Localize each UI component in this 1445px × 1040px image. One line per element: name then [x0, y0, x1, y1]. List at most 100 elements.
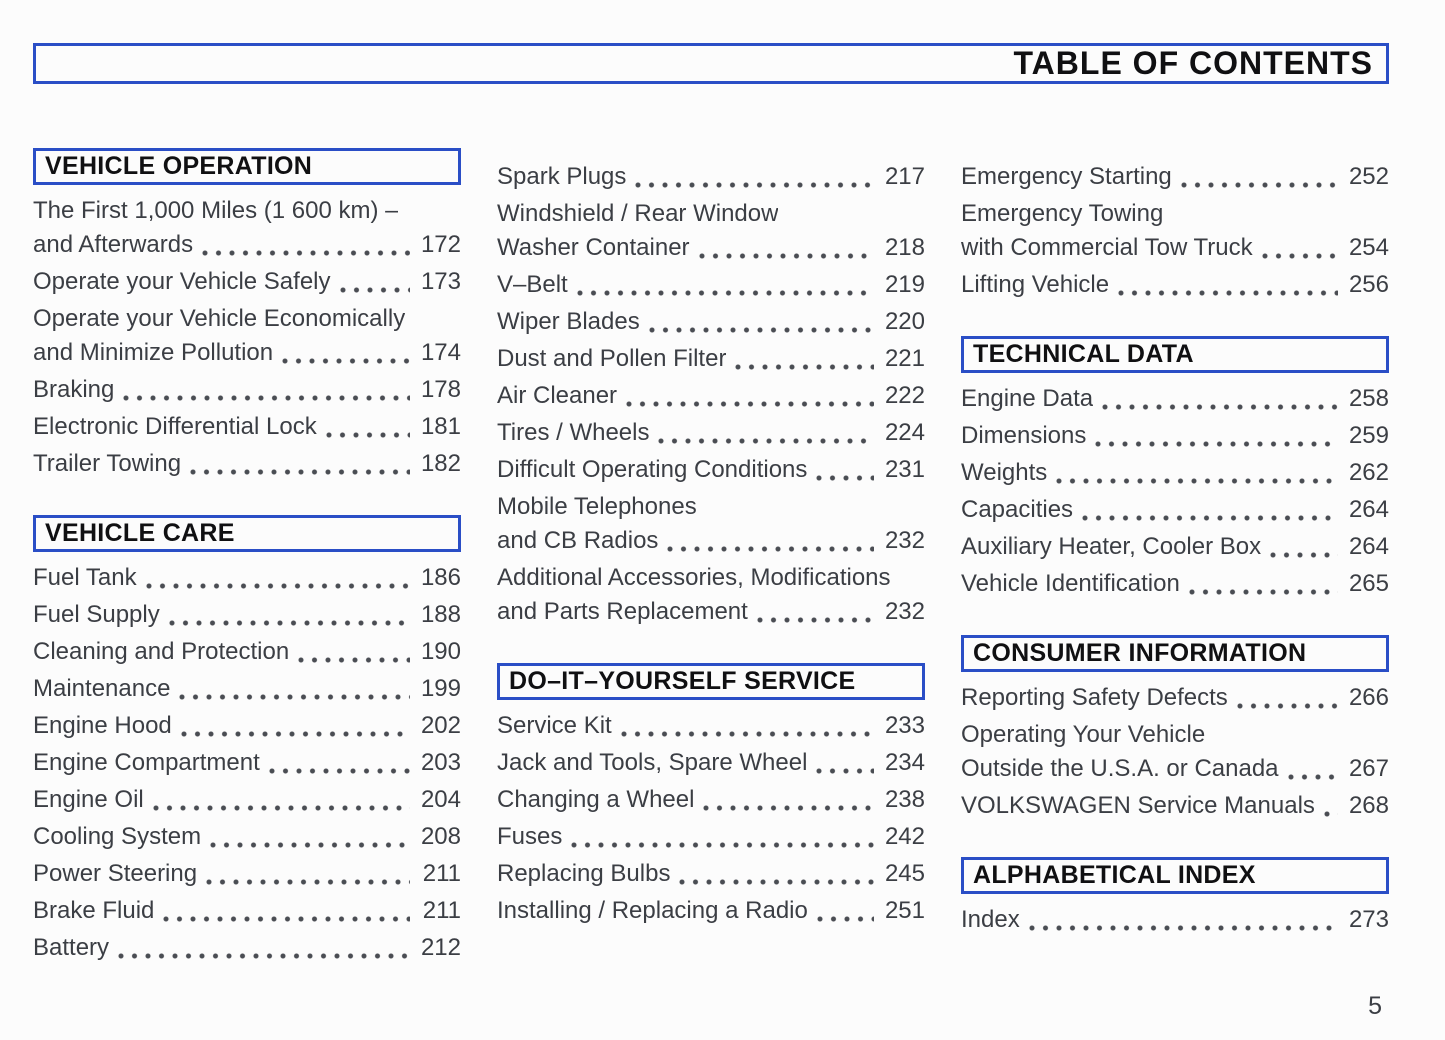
toc-entry-page: 202: [420, 712, 461, 739]
toc-entry-title: Auxiliary Heater, Cooler Box: [961, 533, 1262, 560]
toc-entry-line: Braking 178: [33, 373, 461, 407]
toc-entry: Engine Data 258: [961, 382, 1389, 416]
toc-entry-page: 212: [420, 934, 461, 961]
toc-entry-line: Replacing Bulbs 245: [497, 857, 925, 891]
toc-entry-line: Air Cleaner 222: [497, 379, 925, 413]
dot-leader: [622, 379, 874, 413]
toc-entry-title: Fuel Supply: [33, 601, 160, 628]
dot-leader: [1078, 493, 1338, 527]
toc-entry-page: 251: [884, 897, 925, 924]
dot-leader: [694, 231, 874, 265]
dot-leader: [1024, 903, 1338, 937]
toc-entry: Dust and Pollen Filter 221: [497, 342, 925, 376]
toc-entry-line: and CB Radios 232: [497, 524, 925, 558]
dot-leader: [202, 857, 410, 891]
toc-entry-line: Changing a Wheel 238: [497, 783, 925, 817]
section-header-box: TECHNICAL DATA: [961, 336, 1389, 373]
toc-entry-line: Brake Fluid 211: [33, 894, 461, 928]
toc-entry-page: 181: [420, 413, 461, 440]
toc-entry-title: Capacities: [961, 496, 1074, 523]
toc-entry-line: Dust and Pollen Filter 221: [497, 342, 925, 376]
dot-leader: [335, 265, 410, 299]
toc-entry: Emergency Starting 252: [961, 160, 1389, 194]
toc-entry-title: Washer Container: [497, 234, 690, 261]
toc-entry: Dimensions 259: [961, 419, 1389, 453]
toc-entry-title: Tires / Wheels: [497, 419, 650, 446]
toc-column-1: VEHICLE OPERATION The First 1,000 Miles (…: [33, 148, 461, 968]
toc-entry-line: Emergency Starting 252: [961, 160, 1389, 194]
toc-entry-page: 264: [1348, 533, 1389, 560]
toc-entry-page: 203: [420, 749, 461, 776]
toc-entry-title: Weights: [961, 459, 1048, 486]
toc-entry-page: 262: [1348, 459, 1389, 486]
dot-leader: [176, 709, 410, 743]
toc-entry-title: Emergency Starting: [961, 163, 1172, 190]
dot-leader: [141, 561, 410, 595]
toc-entry-page: 188: [420, 601, 461, 628]
toc-entry-page: 190: [420, 638, 461, 665]
toc-entry-page: 178: [420, 376, 461, 403]
toc-entry: Engine Oil 204: [33, 783, 461, 817]
toc-entry: Mobile Telephones and CB Radios 232: [497, 490, 925, 558]
dot-leader: [699, 783, 874, 817]
toc-entry-title: and Minimize Pollution: [33, 339, 274, 366]
dot-leader: [1098, 382, 1338, 416]
dot-leader: [159, 894, 410, 928]
toc-entry: Engine Compartment 203: [33, 746, 461, 780]
section-header-box: DO–IT–YOURSELF SERVICE: [497, 663, 925, 700]
toc-entry: Fuel Tank 186: [33, 561, 461, 595]
toc-entry-page: 182: [420, 450, 461, 477]
toc-entry-line: Fuel Supply 188: [33, 598, 461, 632]
toc-entry-line: Engine Hood 202: [33, 709, 461, 743]
dot-leader: [164, 598, 410, 632]
toc-entry: Braking 178: [33, 373, 461, 407]
toc-entry-title: Jack and Tools, Spare Wheel: [497, 749, 808, 776]
toc-entry: Cooling System 208: [33, 820, 461, 854]
toc-entry-title: Difficult Operating Conditions: [497, 456, 808, 483]
toc-section: VEHICLE CARE Fuel Tank 186 Fuel Supply 188 Cl…: [33, 515, 461, 965]
dot-leader: [1091, 419, 1338, 453]
toc-entry-page: 254: [1348, 234, 1389, 261]
dot-leader: [663, 524, 874, 558]
toc-entry-title: Emergency Towing: [961, 200, 1164, 227]
toc-entry-page: 252: [1348, 163, 1389, 190]
toc-entry: Additional Accessories, Modifications and…: [497, 561, 925, 629]
toc-entry-page: 211: [422, 860, 461, 887]
toc-entry-line: Index 273: [961, 903, 1389, 937]
toc-entry: Jack and Tools, Spare Wheel 234: [497, 746, 925, 780]
toc-entry-line: Dimensions 259: [961, 419, 1389, 453]
toc-entry-title: Engine Oil: [33, 786, 144, 813]
dot-leader: [321, 410, 410, 444]
toc-entry: Installing / Replacing a Radio 251: [497, 894, 925, 928]
toc-entry-page: 273: [1348, 906, 1389, 933]
toc-entry-title: Windshield / Rear Window: [497, 200, 779, 227]
toc-entry-page: 233: [884, 712, 925, 739]
toc-entry: Spark Plugs 217: [497, 160, 925, 194]
toc-entry-title: Air Cleaner: [497, 382, 618, 409]
toc-entry-page: 234: [884, 749, 925, 776]
dot-leader: [812, 894, 874, 928]
dot-leader: [631, 160, 874, 194]
toc-entry-title: Fuses: [497, 823, 563, 850]
toc-entry-title: VOLKSWAGEN Service Manuals: [961, 792, 1315, 819]
toc-entry: Power Steering 211: [33, 857, 461, 891]
toc-entry-title: Vehicle Identification: [961, 570, 1180, 597]
toc-column-3: Emergency Starting 252 Emergency Towing wit…: [961, 148, 1389, 968]
dot-leader: [752, 595, 874, 629]
section-header-label: CONSUMER INFORMATION: [973, 639, 1307, 667]
toc-entry-page: 245: [884, 860, 925, 887]
toc-entry: Changing a Wheel 238: [497, 783, 925, 817]
dot-leader: [148, 783, 410, 817]
toc-entry: Index 273: [961, 903, 1389, 937]
section-header-box: ALPHABETICAL INDEX: [961, 857, 1389, 894]
toc-entry-page: 217: [884, 163, 925, 190]
dot-leader: [1114, 268, 1338, 302]
toc-entry: V–Belt 219: [497, 268, 925, 302]
toc-entry-title: Operate your Vehicle Economically: [33, 305, 406, 332]
toc-entry-line: Tires / Wheels 224: [497, 416, 925, 450]
dot-leader: [1052, 456, 1338, 490]
toc-entry-page: 219: [884, 271, 925, 298]
toc-entry-title: Additional Accessories, Modifications: [497, 564, 891, 591]
toc-entry-title: Engine Compartment: [33, 749, 260, 776]
dot-leader: [644, 305, 874, 339]
